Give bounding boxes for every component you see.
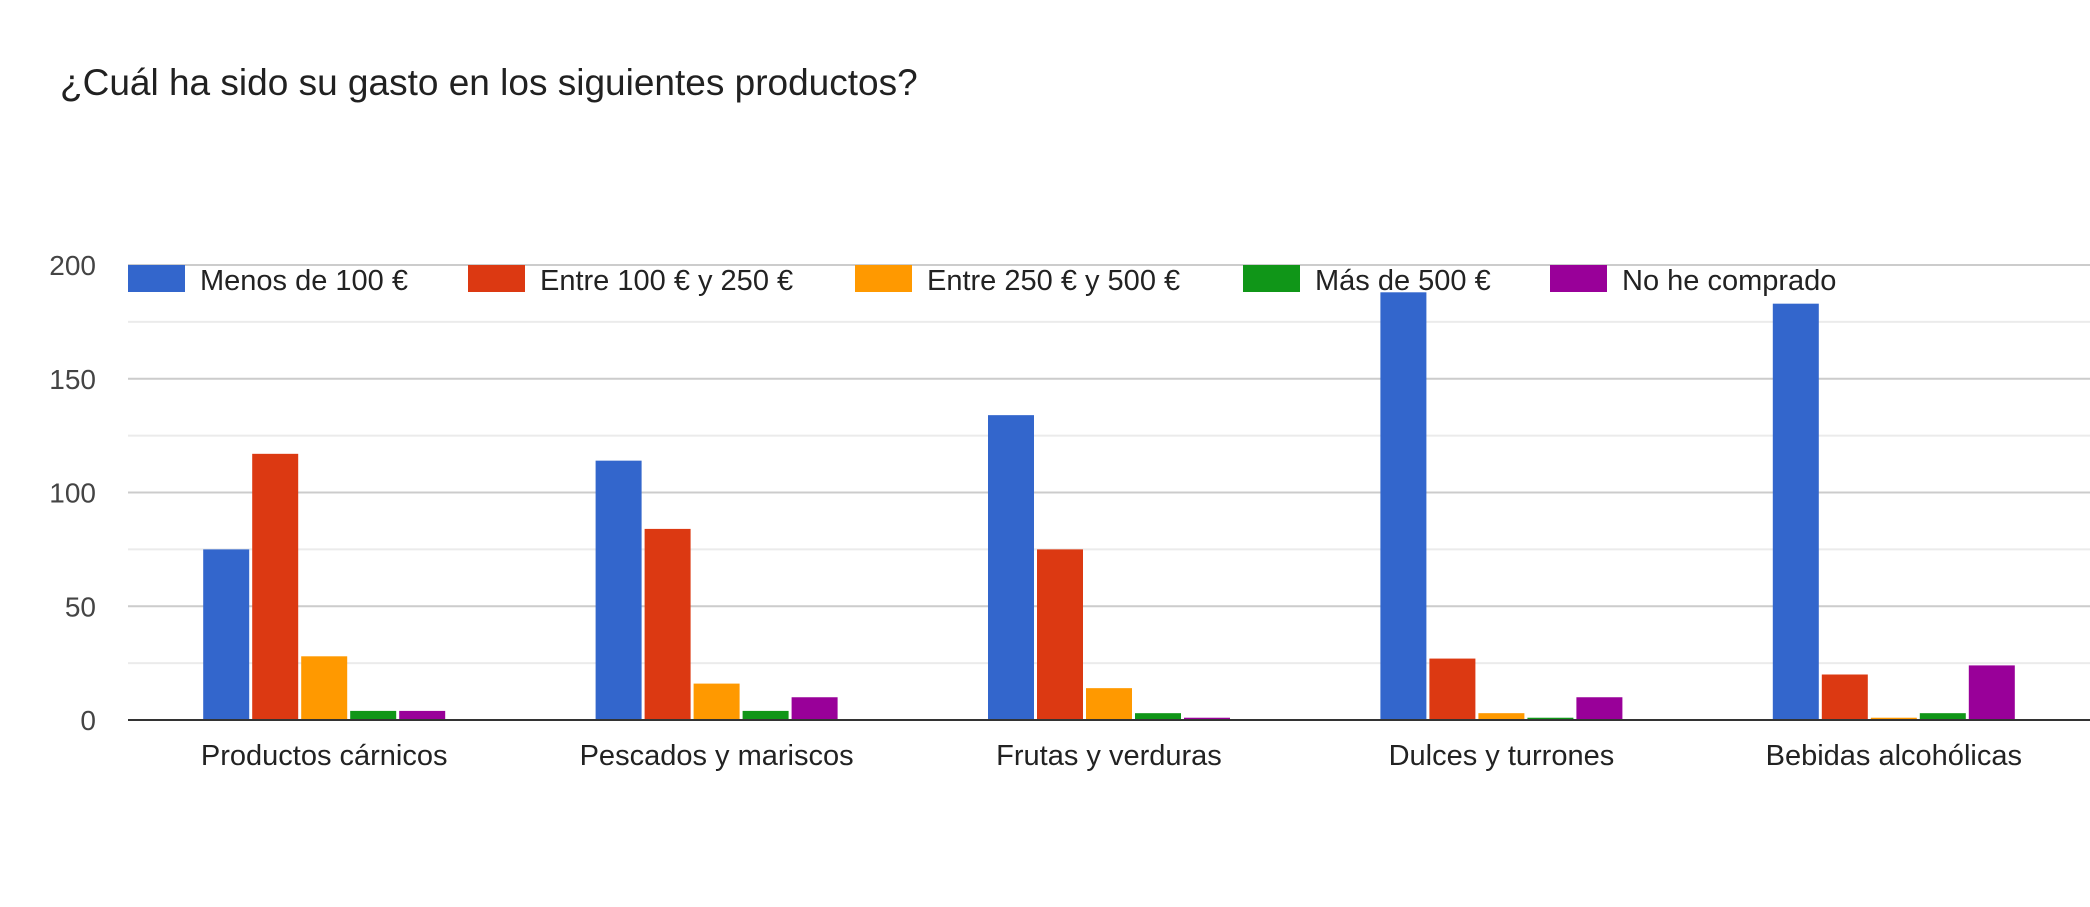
bar: [1184, 717, 1230, 720]
x-category-label: Productos cárnicos: [201, 740, 448, 772]
bar: [1478, 713, 1525, 720]
bar: [1380, 292, 1427, 720]
bar: [399, 710, 446, 720]
bar: [791, 697, 838, 720]
bar: [1576, 697, 1623, 720]
bar: [1086, 688, 1132, 720]
legend-label: Menos de 100 €: [200, 265, 408, 297]
bar: [1037, 549, 1083, 720]
x-category-label: Bebidas alcohólicas: [1766, 740, 2022, 772]
legend-swatch: [468, 265, 525, 292]
bar: [1429, 658, 1476, 720]
y-tick-label: 100: [49, 478, 96, 509]
legend-swatch: [855, 265, 912, 292]
bar: [1135, 713, 1181, 720]
bar: [595, 460, 642, 720]
bar: [693, 683, 740, 720]
x-category-label: Frutas y verduras: [996, 740, 1222, 772]
bar: [644, 528, 691, 720]
legend-label: Entre 100 € y 250 €: [540, 265, 793, 297]
legend-swatch: [1243, 265, 1300, 292]
bar: [742, 710, 789, 720]
bar: [252, 453, 299, 720]
y-tick-label: 0: [80, 705, 96, 736]
x-category-label: Dulces y turrones: [1389, 740, 1615, 772]
bar: [1968, 665, 2015, 720]
bar: [1772, 303, 1819, 720]
y-tick-label: 200: [49, 250, 96, 281]
x-category-label: Pescados y mariscos: [580, 740, 854, 772]
legend-label: Entre 250 € y 500 €: [927, 265, 1180, 297]
legend-swatch: [1550, 265, 1607, 292]
bar: [1870, 717, 1917, 720]
chart-title: ¿Cuál ha sido su gasto en los siguientes…: [60, 62, 918, 103]
bar: [301, 656, 348, 720]
bar: [1527, 717, 1574, 720]
bar: [1919, 713, 1966, 720]
legend-swatch: [128, 265, 185, 292]
bar: [203, 549, 250, 720]
y-tick-label: 150: [49, 364, 96, 395]
bar: [350, 710, 397, 720]
bar: [988, 415, 1034, 720]
bar: [1821, 674, 1868, 720]
legend-label: No he comprado: [1622, 265, 1836, 297]
legend-label: Más de 500 €: [1315, 265, 1491, 297]
y-tick-label: 50: [65, 591, 96, 622]
